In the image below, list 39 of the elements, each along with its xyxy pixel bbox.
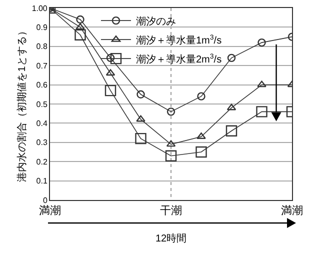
point	[166, 108, 176, 116]
legend-label: 潮汐＋導水量1m$^{3}$/s	[136, 34, 222, 46]
y-tick-label: 0.1	[36, 176, 48, 186]
point	[165, 150, 177, 162]
legend-label: 潮汐＋導水量2m$^{3}$/s	[136, 53, 222, 66]
x-axis-title: 12時間	[155, 232, 187, 245]
x-tick-label: 満潮	[281, 204, 303, 218]
y-tick-label: 0.5	[36, 100, 48, 109]
point	[166, 140, 176, 147]
point	[257, 80, 266, 88]
y-tick-label: 0.7	[36, 61, 48, 70]
x-tick-label: 干潮	[160, 204, 182, 218]
point	[104, 84, 116, 96]
point	[227, 54, 236, 62]
point	[197, 92, 206, 100]
y-tick-label: 0.6	[36, 80, 48, 90]
point	[226, 125, 238, 136]
point	[226, 104, 236, 110]
point	[136, 90, 145, 98]
point	[76, 15, 84, 24]
point	[136, 115, 146, 122]
y-axis-title: 港内水の割合（初期値を1とする）	[16, 26, 28, 182]
point	[106, 54, 115, 62]
point	[258, 38, 266, 47]
point	[106, 69, 116, 76]
point	[74, 29, 86, 40]
y-tick-label: 0.8	[36, 42, 48, 52]
legend-label: 潮汐のみ	[136, 15, 176, 28]
point	[256, 106, 268, 118]
y-tick-label: 0	[42, 196, 48, 205]
y-tick-label: 0.9	[36, 23, 48, 32]
point	[76, 23, 85, 30]
point	[135, 132, 146, 144]
y-tick-label: 0.2	[36, 157, 48, 166]
x-tick-label: 満潮	[39, 204, 61, 218]
y-tick-label: 0.4	[36, 119, 48, 128]
point	[196, 146, 207, 158]
y-tick-label: 1.00	[32, 4, 48, 13]
y-tick-label: 0.3	[36, 138, 48, 148]
